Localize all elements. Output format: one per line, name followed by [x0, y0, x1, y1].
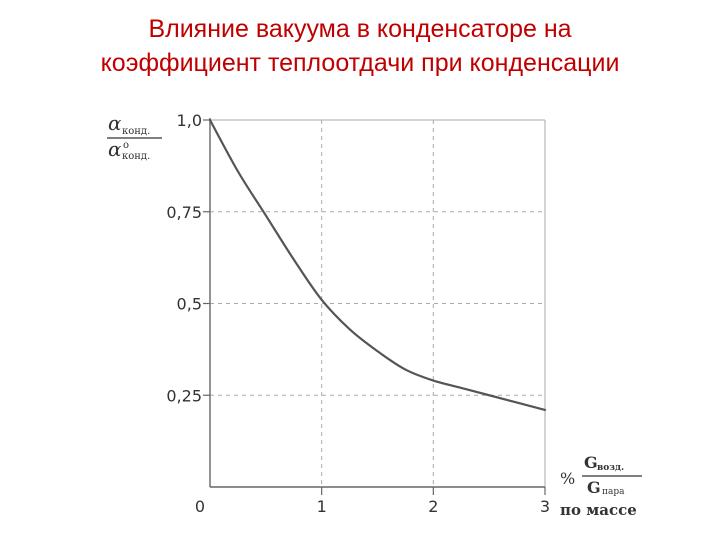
x-tick-label: 2 — [428, 497, 438, 516]
y-tick-label: 0,25 — [166, 386, 202, 405]
x-label-num: G — [584, 453, 598, 472]
axes — [203, 118, 546, 495]
x-label-den-sub: пара — [602, 487, 625, 497]
grid — [210, 120, 545, 487]
x-tick-label: 3 — [540, 497, 550, 516]
title-line-1: Влияние вакуума в конденсаторе на — [148, 15, 572, 43]
y-label-den-sup: o — [123, 140, 129, 151]
x-tick-label: 0 — [195, 497, 205, 516]
series-line — [208, 118, 547, 412]
y-tick-label: 1,0 — [177, 111, 202, 130]
series — [208, 118, 547, 412]
slide-title: Влияние вакуума в конденсаторе на коэффи… — [0, 12, 720, 80]
y-label-num-sub: конд. — [122, 126, 150, 137]
x-axis-label: % G возд. G пара по массе — [560, 453, 642, 519]
x-label-num-sub: возд. — [597, 463, 624, 473]
tick-labels: 1,0 0,75 0,5 0,25 0 1 2 3 — [166, 111, 550, 516]
x-label-note: по массе — [560, 501, 637, 519]
y-tick-label: 0,5 — [177, 295, 202, 314]
y-label-den-symbol: α — [108, 137, 122, 161]
y-label-num-symbol: α — [108, 111, 122, 135]
y-axis-label: α конд. α o конд. — [107, 111, 162, 162]
y-label-den-sub: конд. — [122, 151, 150, 162]
x-label-den: G — [587, 478, 601, 497]
x-label-unit: % — [560, 469, 575, 488]
title-line-2: коэффициент теплоотдачи при конденсации — [100, 49, 620, 77]
y-tick-label: 0,75 — [166, 203, 202, 222]
x-tick-label: 1 — [317, 497, 327, 516]
